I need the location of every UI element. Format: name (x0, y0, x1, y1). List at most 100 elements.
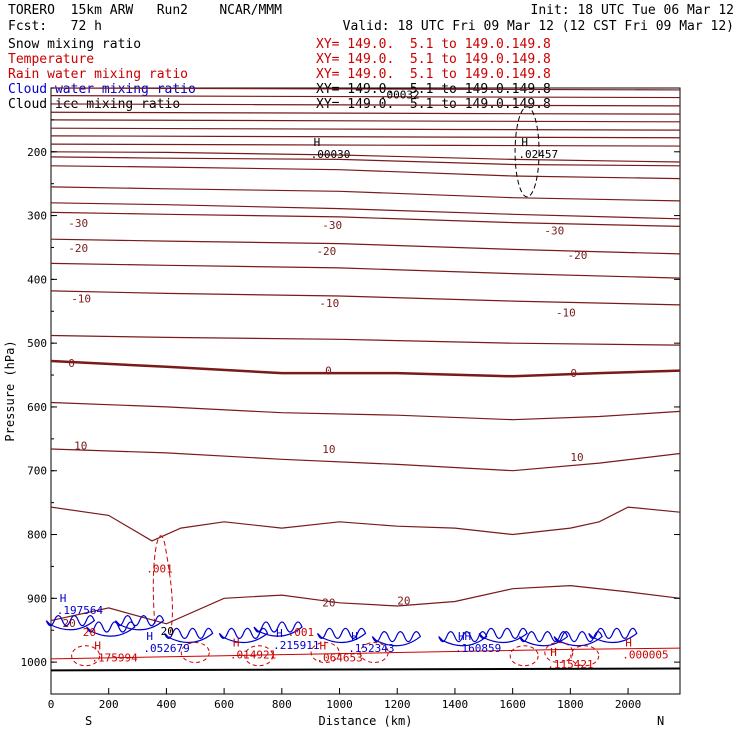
extremum-value: .052679 (143, 642, 189, 655)
forecast-hour: Fcst: 72 h (8, 19, 102, 34)
x-axis-label: Distance (km) (319, 714, 413, 728)
isotherm-label: 0 (325, 364, 332, 377)
isotherm-label: 10 (322, 443, 335, 456)
x-tick-label: 1600 (499, 698, 526, 711)
legend-name-temperature: Temperature (8, 52, 95, 67)
isotherm-label: 0 (570, 367, 577, 380)
isotherm-label: -30 (68, 217, 88, 230)
model-title: TORERO 15km ARW Run2 NCAR/MMM (8, 3, 282, 18)
isotherm-label: 20 (397, 595, 410, 608)
valid-time: Valid: 18 UTC Fri 09 Mar 12 (12 CST Fri … (342, 19, 734, 34)
extremum-value: .064653 (316, 652, 362, 665)
cloud-water-contour (518, 631, 569, 647)
y-tick-label: 400 (27, 273, 47, 286)
isotherm-label: -30 (544, 225, 564, 238)
isotherm-label: 10 (570, 451, 583, 464)
cloud-water-contour (253, 621, 303, 637)
extremum-value: .000005 (622, 649, 668, 662)
isotherm--30 (50, 156, 681, 167)
x-tick-label: 0 (48, 698, 55, 711)
extremum-marker: HH (458, 630, 471, 643)
isotherm-20 (50, 506, 681, 542)
extremum-marker: H (146, 630, 153, 643)
extremum-value: .00032 (380, 88, 420, 101)
isotherm-label: -30 (322, 219, 342, 232)
isotherm-label: -20 (567, 249, 587, 262)
extremum-value: .001 (146, 562, 173, 575)
upper-isotherm (50, 135, 681, 139)
cloud-water-contour (86, 621, 136, 637)
y-tick-label: 300 (27, 210, 47, 223)
y-tick-label: 700 (27, 465, 47, 478)
legend-xy-cloud-ice: XY= 149.0. 5.1 to 149.0.149.8 (316, 97, 551, 112)
cloud-ice-contour (514, 106, 540, 198)
isotherm-label: -10 (556, 306, 576, 319)
cloud-water-contour (316, 627, 367, 644)
legend-name-cloud-water: Cloud water mixing ratio (8, 82, 196, 97)
isotherm-20 (50, 584, 681, 625)
isotherm-label: -10 (71, 292, 91, 305)
y-tick-label: 900 (27, 592, 47, 605)
extremum-value: .215911 (273, 639, 319, 652)
cloud-water-contour (588, 627, 638, 644)
cloud-water-contour (164, 627, 214, 644)
x-tick-label: 1200 (384, 698, 411, 711)
isotherm-label: 10 (74, 440, 87, 453)
surface-line (50, 667, 681, 672)
isotherm-label: -10 (319, 297, 339, 310)
x-tick-label: 1400 (442, 698, 469, 711)
rain-water-contour (310, 642, 340, 664)
extremum-value: .160859 (455, 642, 501, 655)
legend-name-rain: Rain water mixing ratio (8, 67, 189, 82)
extremum-value: 20 (83, 626, 96, 639)
legend-xy-snow: XY= 149.0. 5.1 to 149.0.149.8 (316, 37, 551, 52)
extremum-marker: H (276, 627, 283, 640)
isotherm--30 (50, 202, 681, 220)
upper-isotherm (50, 143, 681, 147)
x-tick-label: 600 (214, 698, 234, 711)
rain-water-contour (71, 645, 101, 667)
cloud-water-contour (218, 627, 269, 644)
isotherm-10 (50, 448, 681, 472)
isotherm--30 (50, 165, 681, 180)
extremum-marker: H (60, 592, 67, 605)
isotherm--30 (50, 211, 681, 227)
extremum-marker: H (94, 640, 101, 653)
north-label: N (657, 714, 664, 728)
cloud-water-contour (553, 631, 603, 647)
y-axis-label: Pressure (hPa) (3, 340, 17, 441)
x-tick-label: 400 (156, 698, 176, 711)
south-label: S (85, 714, 92, 728)
rain-water-contour (50, 647, 681, 660)
isotherm--30 (50, 186, 681, 202)
x-tick-label: 200 (99, 698, 119, 711)
isotherm--20 (50, 238, 681, 255)
upper-isotherm (50, 111, 681, 115)
x-tick-label: 1800 (557, 698, 584, 711)
plot-border (50, 87, 681, 695)
extremum-value: .001 (288, 626, 315, 639)
extremum-marker: H (314, 136, 321, 149)
extremum-marker: H (233, 637, 240, 650)
extremum-marker: H (351, 630, 358, 643)
x-tick-label: 800 (272, 698, 292, 711)
rain-water-contour (180, 642, 210, 664)
extremum-value: .02457 (518, 148, 558, 161)
extremum-value: .115421 (547, 658, 593, 671)
x-tick-label: 2000 (615, 698, 642, 711)
isotherm--20 (50, 262, 681, 279)
cloud-water-contour (371, 631, 422, 647)
y-tick-label: 800 (27, 529, 47, 542)
extremum-marker: H (550, 646, 557, 659)
rain-water-contour (570, 645, 600, 667)
y-tick-label: 500 (27, 337, 47, 350)
isotherm--10 (50, 334, 681, 346)
legend-xy-temperature: XY= 149.0. 5.1 to 149.0.149.8 (316, 52, 551, 67)
isotherm-label: 20 (63, 617, 76, 630)
isotherm-label: 0 (68, 357, 75, 370)
upper-isotherm (50, 119, 681, 123)
y-tick-label: 200 (27, 146, 47, 159)
extremum-value: .152343 (348, 642, 394, 655)
legend-name-snow: Snow mixing ratio (8, 37, 142, 52)
init-time: Init: 18 UTC Tue 06 Mar 12 (530, 3, 735, 18)
